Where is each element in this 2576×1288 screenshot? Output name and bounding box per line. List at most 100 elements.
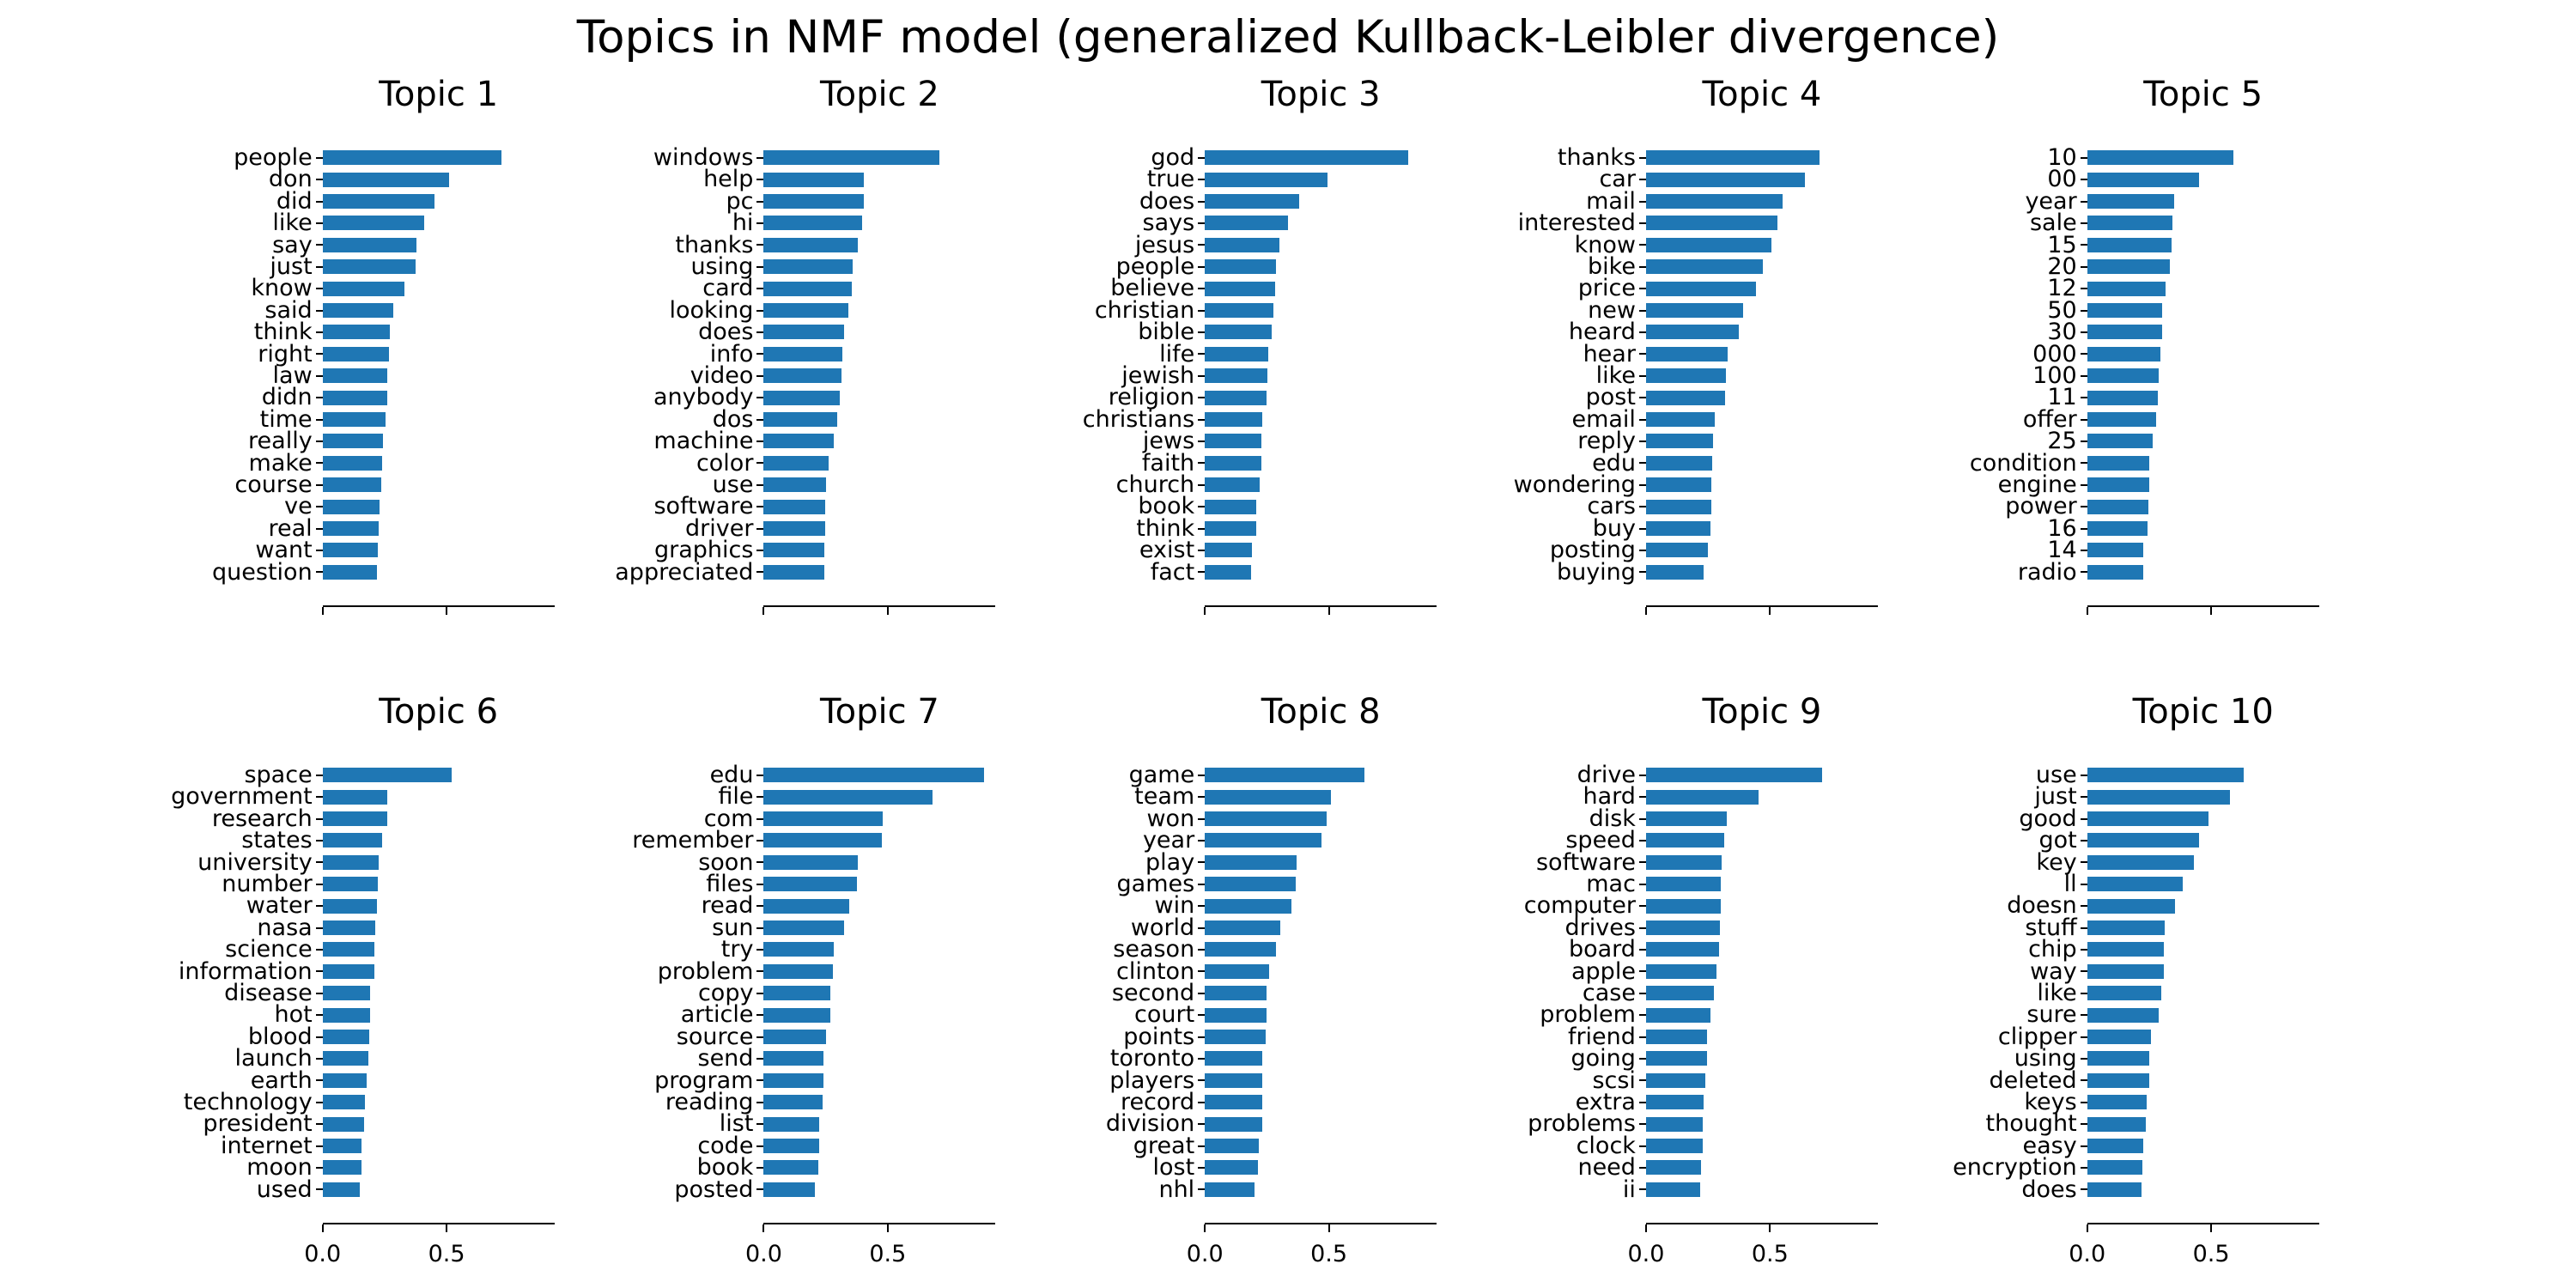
- y-tick: [1638, 1166, 1646, 1169]
- y-tick: [315, 905, 323, 908]
- bar: [2087, 789, 2230, 805]
- y-tick: [1198, 265, 1206, 268]
- y-tick: [1198, 927, 1206, 929]
- bar-label: going: [1571, 1045, 1636, 1072]
- bar-label: windows: [653, 144, 754, 171]
- bar: [1205, 768, 1365, 783]
- bar: [322, 281, 404, 296]
- bar-label: key: [2036, 848, 2077, 876]
- y-tick: [315, 1014, 323, 1017]
- bar: [322, 898, 378, 914]
- y-tick: [1638, 440, 1646, 442]
- bar: [322, 346, 390, 361]
- bar-label: games: [1116, 871, 1195, 897]
- bar: [2087, 499, 2148, 514]
- y-tick: [756, 440, 764, 442]
- bar-label: did: [276, 187, 313, 215]
- x-tick: [762, 1224, 765, 1232]
- y-tick: [315, 440, 323, 442]
- bar: [322, 942, 375, 957]
- y-tick: [756, 839, 764, 841]
- bar-label: driver: [685, 514, 754, 542]
- bar: [763, 942, 834, 957]
- bar-label: toronto: [1109, 1045, 1195, 1072]
- y-tick: [315, 549, 323, 551]
- bar: [322, 368, 388, 384]
- y-tick: [315, 927, 323, 929]
- y-tick: [1638, 200, 1646, 203]
- bar-label: number: [222, 871, 313, 897]
- bar-label: thought: [1985, 1110, 2077, 1138]
- bar-label: used: [256, 1176, 313, 1203]
- bar: [763, 281, 852, 296]
- y-tick: [1198, 1057, 1206, 1060]
- bar-label: files: [706, 871, 754, 897]
- y-tick: [315, 179, 323, 181]
- y-tick: [315, 1123, 323, 1126]
- bar-label: cars: [1587, 493, 1636, 520]
- bar-label: real: [268, 514, 313, 542]
- y-tick: [1638, 222, 1646, 224]
- bar-label: 11: [2047, 384, 2077, 411]
- bar: [1645, 216, 1777, 231]
- y-tick: [2080, 244, 2087, 246]
- y-tick: [1638, 483, 1646, 486]
- y-tick: [1638, 309, 1646, 312]
- x-tick-label: 0.0: [1186, 1241, 1224, 1267]
- bar-label: ve: [284, 493, 313, 520]
- y-tick: [756, 774, 764, 776]
- bar-label: faith: [1141, 449, 1195, 477]
- bar-label: does: [2021, 1176, 2077, 1203]
- bar-label: win: [1154, 892, 1195, 920]
- bar: [1645, 194, 1783, 209]
- bar-label: earth: [250, 1066, 313, 1094]
- y-tick: [1638, 244, 1646, 246]
- bar: [1205, 898, 1292, 914]
- y-tick: [315, 483, 323, 486]
- bar: [1205, 1182, 1255, 1197]
- bar-label: christians: [1082, 405, 1195, 433]
- y-tick: [2080, 970, 2087, 973]
- bar-label: book: [696, 1154, 754, 1182]
- y-tick: [2080, 1014, 2087, 1017]
- bar: [1645, 346, 1728, 361]
- y-tick: [1198, 353, 1206, 355]
- bar: [763, 499, 826, 514]
- subplot-title: Topic 8: [1261, 692, 1381, 732]
- bar: [763, 325, 845, 340]
- bar: [1205, 1030, 1266, 1044]
- y-tick: [1198, 549, 1206, 551]
- bar-label: like: [272, 210, 313, 237]
- bar: [1645, 920, 1720, 935]
- y-tick: [1638, 462, 1646, 465]
- bar: [322, 172, 449, 187]
- y-tick: [1638, 418, 1646, 421]
- bar-label: think: [1136, 514, 1195, 542]
- y-tick: [1638, 397, 1646, 399]
- bar: [2087, 543, 2143, 558]
- y-tick: [756, 418, 764, 421]
- y-tick: [315, 418, 323, 421]
- bar: [763, 1072, 823, 1088]
- y-tick: [315, 265, 323, 268]
- y-tick: [315, 374, 323, 377]
- bar: [2087, 216, 2173, 231]
- bar-label: need: [1577, 1154, 1636, 1182]
- bar-label: space: [244, 762, 313, 788]
- bar-label: 50: [2047, 296, 2077, 324]
- bar-label: email: [1571, 405, 1636, 433]
- y-tick: [756, 817, 764, 820]
- bar: [322, 150, 501, 166]
- bar-label: jewish: [1121, 362, 1195, 389]
- bar-label: nhl: [1158, 1176, 1195, 1203]
- bar-label: clipper: [1997, 1023, 2077, 1050]
- y-tick: [315, 397, 323, 399]
- bar: [2087, 259, 2170, 275]
- bar-label: christian: [1094, 296, 1195, 324]
- bar-label: 16: [2047, 514, 2077, 542]
- bar-label: buying: [1556, 558, 1636, 586]
- bar: [763, 455, 829, 471]
- bar-label: play: [1145, 848, 1195, 876]
- bar: [1645, 477, 1712, 493]
- bar-label: president: [203, 1110, 313, 1138]
